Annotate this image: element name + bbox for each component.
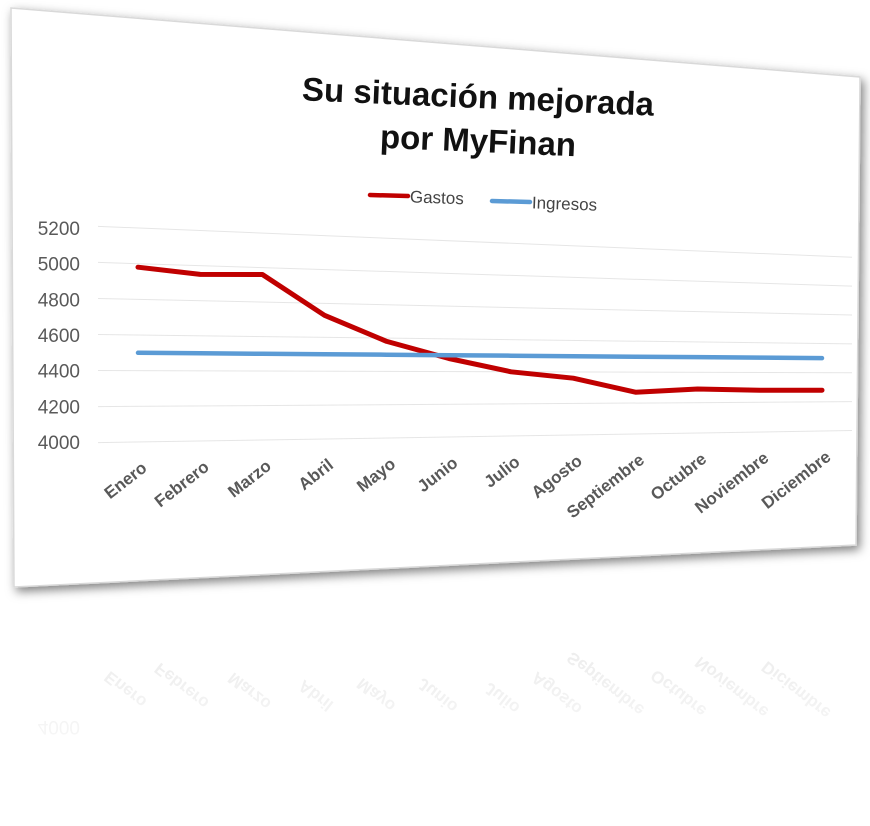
chart-grid <box>97 225 853 444</box>
data-point-ingresos <box>758 356 762 360</box>
chart-legend: Gastos Ingresos <box>367 187 598 215</box>
chart-panel <box>10 7 861 588</box>
data-point-ingresos <box>447 353 451 357</box>
data-point-gastos <box>509 370 513 374</box>
data-point-gastos <box>696 387 700 391</box>
gridline <box>97 334 853 345</box>
y-tick-label: 4200 <box>38 397 80 418</box>
legend-swatch-ingresos <box>489 198 533 205</box>
data-point-ingresos <box>509 354 513 358</box>
chart-title-line: por MyFinan <box>379 118 577 164</box>
y-tick-label: 4800 <box>38 290 80 311</box>
data-point-gastos <box>571 376 575 380</box>
data-point-gastos <box>260 272 264 276</box>
gridline <box>97 430 853 444</box>
data-point-gastos <box>820 388 824 392</box>
data-point-ingresos <box>323 352 327 356</box>
data-point-gastos <box>198 272 202 276</box>
series-line-ingresos <box>135 350 825 361</box>
y-tick-label: 5000 <box>38 255 80 276</box>
legend-label-ingresos: Ingresos <box>532 193 598 214</box>
gridline <box>97 225 853 258</box>
legend-label-gastos: Gastos <box>410 187 464 208</box>
data-point-ingresos <box>136 351 140 355</box>
data-point-ingresos <box>820 356 824 360</box>
reflection-fade <box>0 585 870 826</box>
gridline <box>97 297 853 316</box>
y-tick-label: 4000 <box>38 433 80 454</box>
data-point-gastos <box>323 313 327 317</box>
gridline <box>97 261 853 287</box>
data-point-ingresos <box>198 351 202 355</box>
data-point-gastos <box>136 265 140 269</box>
data-point-ingresos <box>633 355 637 359</box>
legend-swatch-gastos <box>367 192 411 199</box>
y-tick-label: 4400 <box>38 362 80 383</box>
y-tick-label: 4600 <box>38 326 80 347</box>
gridline <box>97 370 853 374</box>
data-point-gastos <box>633 390 637 394</box>
y-axis-ticks: 4000 4200 4400 4600 4800 5000 5200 <box>38 219 80 454</box>
data-point-ingresos <box>260 352 264 356</box>
data-point-gastos <box>758 388 762 392</box>
data-point-ingresos <box>385 353 389 357</box>
data-point-ingresos <box>696 355 700 359</box>
data-point-gastos <box>385 339 389 343</box>
y-tick-label: 5200 <box>38 219 80 240</box>
gridline <box>97 401 853 408</box>
data-point-ingresos <box>571 354 575 358</box>
series-line-gastos <box>135 264 825 395</box>
data-point-gastos <box>447 356 451 360</box>
chart-series <box>135 264 825 395</box>
